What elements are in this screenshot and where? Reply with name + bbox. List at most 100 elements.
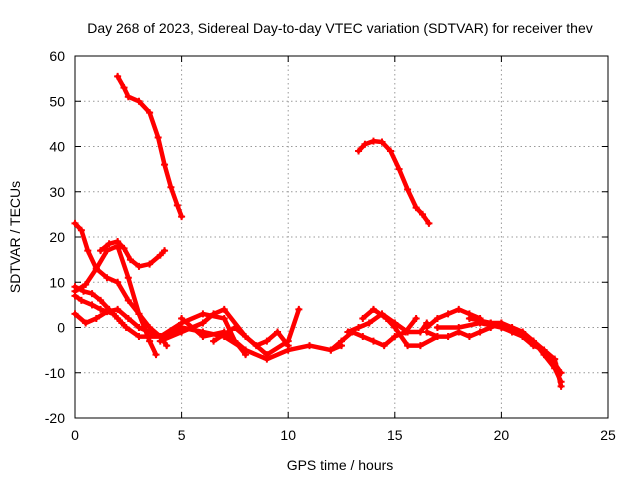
data-point — [220, 314, 228, 322]
data-point — [220, 305, 228, 313]
data-point — [199, 319, 207, 327]
data-series — [71, 72, 565, 390]
data-point — [359, 314, 367, 322]
y-tick-label: 40 — [49, 139, 65, 155]
data-point — [178, 328, 186, 336]
data-point — [161, 161, 169, 169]
data-point — [71, 292, 79, 300]
data-point — [465, 333, 473, 341]
data-point — [355, 324, 363, 331]
data-point — [369, 305, 377, 313]
data-point — [210, 310, 218, 318]
data-point — [210, 337, 218, 345]
data-point — [355, 147, 363, 155]
data-point — [365, 319, 373, 327]
data-point — [124, 93, 132, 101]
data-point — [455, 305, 463, 313]
data-point — [378, 138, 386, 146]
data-point — [97, 296, 105, 304]
data-point — [152, 351, 160, 359]
data-point — [167, 183, 175, 191]
data-point — [154, 133, 162, 141]
series-arc-early-e — [71, 305, 250, 359]
data-point — [476, 317, 484, 325]
data-point — [114, 305, 122, 313]
data-point — [529, 337, 537, 345]
data-point — [88, 290, 96, 298]
data-point — [284, 342, 292, 350]
data-point — [444, 333, 452, 341]
series-arc-early-b — [97, 238, 169, 270]
y-tick-label: 30 — [49, 184, 65, 200]
data-point — [103, 247, 111, 255]
series-line — [467, 316, 564, 385]
x-tick-label: 20 — [494, 427, 510, 443]
data-point — [161, 247, 169, 255]
data-point — [395, 165, 403, 173]
data-point — [173, 201, 181, 209]
data-point — [120, 244, 128, 252]
grid-lines — [75, 56, 608, 418]
data-point — [263, 337, 271, 345]
data-point — [71, 283, 79, 291]
data-point — [416, 342, 424, 350]
data-point — [344, 328, 352, 336]
data-point — [433, 314, 441, 322]
data-point — [416, 328, 424, 336]
axis-ticks: 0 5 10 15 20 25 -20 -10 0 10 20 30 40 50 60 — [45, 48, 616, 443]
data-point — [114, 278, 122, 286]
series-arc-high-early — [114, 72, 186, 221]
data-point — [369, 137, 377, 145]
data-point — [122, 324, 130, 331]
data-point — [540, 351, 548, 359]
x-tick-label: 10 — [280, 427, 296, 443]
data-point — [404, 342, 412, 350]
data-point — [404, 328, 412, 336]
data-point — [380, 342, 388, 350]
series-arc-bottom-c — [210, 324, 292, 350]
data-point — [231, 324, 239, 331]
data-point — [433, 324, 441, 331]
data-point — [114, 242, 122, 250]
series-arc-early-f — [71, 292, 126, 327]
data-point — [135, 333, 143, 341]
y-tick-label: 10 — [49, 274, 65, 290]
data-point — [425, 219, 433, 227]
data-point — [508, 326, 516, 334]
data-point — [199, 310, 207, 318]
data-point — [156, 337, 164, 345]
x-tick-label: 15 — [387, 427, 403, 443]
data-point — [412, 314, 420, 322]
data-point — [103, 274, 111, 282]
y-tick-label: 50 — [49, 93, 65, 109]
data-point — [455, 324, 463, 331]
data-point — [156, 251, 164, 259]
data-point — [252, 342, 260, 350]
data-point — [88, 301, 96, 309]
series-arc-late-c — [465, 314, 565, 386]
data-point — [71, 310, 79, 318]
series-line — [356, 138, 432, 226]
data-point — [114, 72, 122, 80]
data-point — [146, 260, 154, 268]
x-tick-label: 5 — [178, 427, 186, 443]
series-line — [179, 316, 344, 362]
y-axis-label: SDTVAR / TECUs — [7, 181, 23, 293]
data-point — [412, 204, 420, 212]
data-point — [497, 321, 505, 329]
data-point — [124, 314, 132, 322]
data-point — [465, 314, 473, 322]
data-point — [146, 109, 154, 117]
data-point — [199, 333, 207, 341]
data-point — [369, 337, 377, 345]
data-point — [105, 240, 113, 248]
series-arc-mid-d — [423, 319, 505, 341]
data-point — [178, 213, 186, 221]
data-point — [306, 342, 314, 350]
data-point — [118, 319, 126, 327]
data-point — [92, 314, 100, 322]
data-point — [84, 247, 92, 255]
y-tick-label: 60 — [49, 48, 65, 64]
data-point — [359, 333, 367, 341]
data-point — [382, 314, 390, 322]
